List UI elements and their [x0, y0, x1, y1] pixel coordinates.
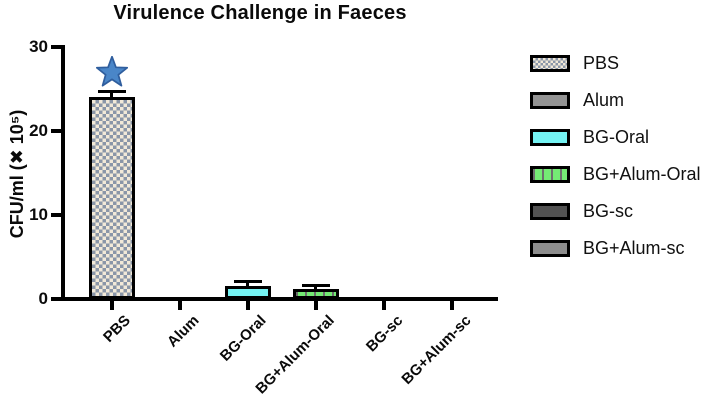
- y-tick-label: 30: [29, 37, 48, 56]
- legend: PBS Alum BG-Oral BG+Alum-Oral BG-sc BG+Alum-s…: [530, 53, 701, 259]
- legend-label: BG+Alum-sc: [583, 238, 685, 258]
- legend-item-alum: Alum: [530, 90, 701, 111]
- bar-bg-oral: [225, 286, 271, 299]
- x-tick-mark: [110, 301, 114, 310]
- x-tick-label-bg-alum-sc: BG+Alum-sc: [398, 312, 475, 388]
- x-tick-mark: [314, 301, 318, 310]
- legend-label: PBS: [583, 53, 620, 73]
- legend-item-bg-sc: BG-sc: [530, 201, 701, 222]
- bar-bg-alum-oral: [293, 288, 339, 299]
- legend-swatch-icon: [530, 55, 570, 72]
- error-bar-cap: [302, 283, 330, 287]
- y-axis-line: [61, 45, 65, 301]
- y-tick-label: 10: [29, 205, 48, 224]
- y-axis-label: CFU/ml (✖ 10⁵): [7, 109, 27, 239]
- y-tick-mark: [51, 213, 61, 217]
- bar-pbs: [89, 97, 135, 299]
- legend-label: BG-sc: [583, 201, 634, 221]
- x-tick-mark: [382, 301, 386, 310]
- legend-swatch-icon: [530, 203, 570, 220]
- y-tick-mark: [51, 45, 61, 49]
- chart-title: Virulence Challenge in Faeces: [113, 2, 407, 24]
- y-tick-label: 20: [29, 121, 48, 140]
- legend-swatch-icon: [530, 129, 570, 146]
- x-tick-mark: [450, 301, 454, 310]
- y-tick-mark: [51, 129, 61, 133]
- legend-swatch-icon: [530, 92, 570, 109]
- x-axis-line: [61, 297, 498, 301]
- legend-swatch-icon: [530, 166, 570, 183]
- y-tick-mark: [51, 297, 61, 301]
- x-tick-label-bg-oral: BG-Oral: [217, 312, 271, 365]
- legend-label: Alum: [583, 90, 625, 110]
- legend-swatch-icon: [530, 240, 570, 257]
- error-bar-stem: [314, 285, 317, 289]
- legend-item-bg-alum-oral: BG+Alum-Oral: [530, 164, 701, 185]
- significance-star-icon: [96, 56, 128, 87]
- error-bar-cap: [234, 280, 262, 284]
- error-bar-stem: [110, 91, 113, 98]
- error-bar-cap: [98, 89, 126, 93]
- x-tick-label-bg-sc: BG-sc: [362, 312, 407, 356]
- x-tick-label-pbs: PBS: [100, 312, 135, 346]
- x-tick-mark: [246, 301, 250, 310]
- y-tick-label: 0: [38, 289, 48, 308]
- legend-item-bg-alum-sc: BG+Alum-sc: [530, 238, 701, 259]
- legend-label: BG-Oral: [583, 127, 650, 147]
- legend-item-pbs: PBS: [530, 53, 701, 74]
- x-tick-label-alum: Alum: [163, 312, 203, 351]
- x-tick-mark: [178, 301, 182, 310]
- legend-label: BG+Alum-Oral: [583, 164, 701, 184]
- error-bar-stem: [246, 282, 249, 287]
- legend-item-bg-oral: BG-Oral: [530, 127, 701, 148]
